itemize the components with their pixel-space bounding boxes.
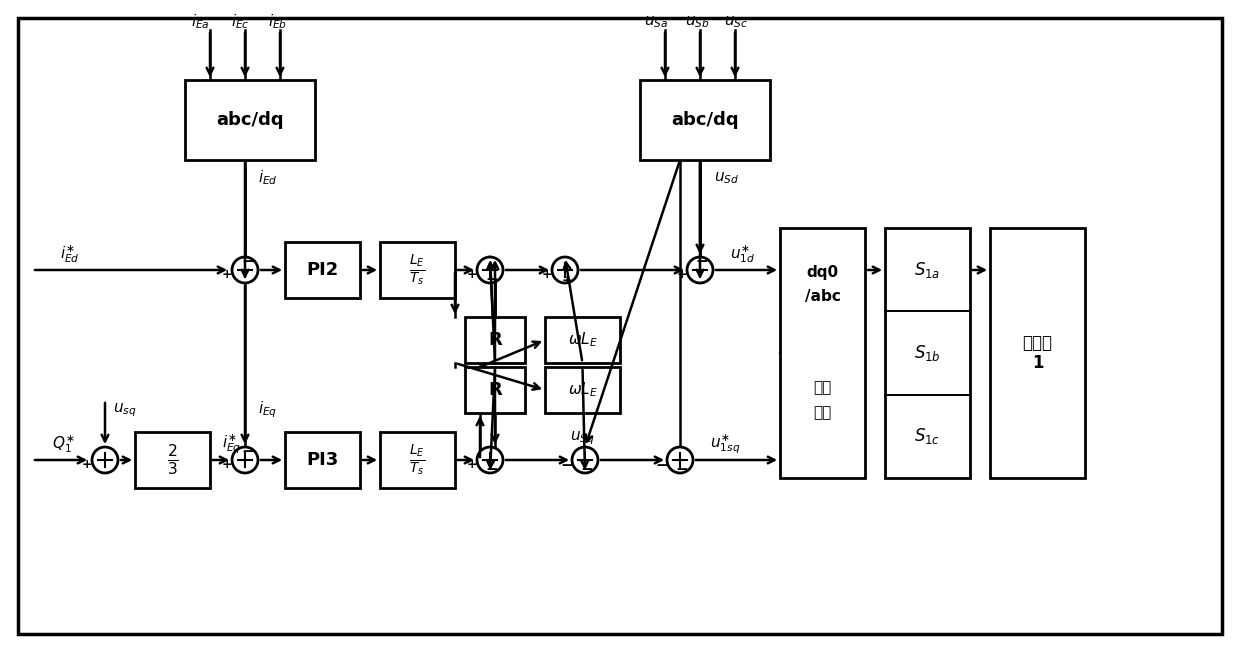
- Text: +: +: [222, 458, 232, 471]
- Text: +: +: [562, 273, 573, 286]
- Circle shape: [477, 257, 503, 283]
- Text: $\omega L_E$: $\omega L_E$: [568, 381, 598, 399]
- Text: $u_{Sq}$: $u_{Sq}$: [570, 429, 595, 447]
- Text: −: −: [696, 254, 708, 269]
- Text: +: +: [466, 269, 477, 282]
- Text: $\frac{2}{3}$: $\frac{2}{3}$: [166, 443, 179, 477]
- Text: PI2: PI2: [306, 261, 339, 279]
- Text: −: −: [486, 273, 498, 288]
- Bar: [379, 432, 455, 488]
- Text: $u_{Sa}$: $u_{Sa}$: [644, 14, 668, 30]
- Text: $\frac{L_E}{T_s}$: $\frac{L_E}{T_s}$: [409, 443, 425, 477]
- Bar: [990, 228, 1085, 478]
- Text: $S_{1a}$: $S_{1a}$: [914, 259, 941, 280]
- Bar: [285, 242, 360, 298]
- Bar: [135, 432, 210, 488]
- Bar: [465, 317, 525, 363]
- Text: /abc: /abc: [805, 288, 841, 303]
- Text: −: −: [486, 462, 498, 477]
- Text: $i_{Ec}$: $i_{Ec}$: [231, 12, 249, 31]
- Circle shape: [667, 447, 693, 473]
- Text: −: −: [656, 458, 668, 473]
- Text: −: −: [560, 458, 573, 473]
- Text: $S_{1c}$: $S_{1c}$: [914, 426, 941, 447]
- Circle shape: [92, 447, 118, 473]
- Circle shape: [232, 257, 258, 283]
- Circle shape: [572, 447, 598, 473]
- Text: $i_{Eq}$: $i_{Eq}$: [258, 400, 278, 421]
- Bar: [546, 367, 620, 413]
- Text: $i_{Ed}^{\ast}$: $i_{Ed}^{\ast}$: [60, 243, 79, 265]
- Bar: [465, 367, 525, 413]
- Bar: [285, 432, 360, 488]
- Bar: [379, 242, 455, 298]
- Text: +: +: [542, 269, 552, 282]
- Bar: [640, 80, 770, 160]
- Text: +: +: [82, 458, 92, 471]
- Text: $\frac{L_E}{T_s}$: $\frac{L_E}{T_s}$: [409, 253, 425, 288]
- Circle shape: [232, 447, 258, 473]
- Text: R: R: [489, 331, 502, 349]
- Text: +: +: [677, 269, 687, 282]
- Text: 脉宽: 脉宽: [813, 381, 832, 396]
- Text: $u_{Sb}$: $u_{Sb}$: [684, 14, 709, 30]
- Text: $u_{Sc}$: $u_{Sc}$: [724, 14, 748, 30]
- Text: $u_{Sd}$: $u_{Sd}$: [714, 170, 739, 186]
- Text: −: −: [242, 254, 254, 269]
- Bar: [185, 80, 315, 160]
- Text: −: −: [580, 462, 594, 477]
- Text: +: +: [466, 458, 477, 471]
- Text: dq0: dq0: [806, 265, 838, 280]
- Circle shape: [552, 257, 578, 283]
- Text: abc/dq: abc/dq: [671, 111, 739, 129]
- Bar: [885, 228, 970, 478]
- Text: R: R: [489, 381, 502, 399]
- Text: 变流器
1: 变流器 1: [1023, 334, 1053, 372]
- Text: −: −: [242, 443, 254, 458]
- Text: PI3: PI3: [306, 451, 339, 469]
- Text: −: −: [676, 462, 688, 477]
- Bar: [780, 228, 866, 478]
- Text: +: +: [222, 269, 232, 282]
- Circle shape: [687, 257, 713, 283]
- Text: $i_{Ed}$: $i_{Ed}$: [258, 169, 278, 187]
- Text: 调制: 调制: [813, 406, 832, 421]
- Text: $u_{1d}^{\ast}$: $u_{1d}^{\ast}$: [730, 243, 755, 265]
- Text: $S_{1b}$: $S_{1b}$: [914, 343, 941, 363]
- Circle shape: [477, 447, 503, 473]
- Text: $i_{Eb}$: $i_{Eb}$: [268, 12, 288, 31]
- Text: $Q_1^{\ast}$: $Q_1^{\ast}$: [52, 433, 74, 455]
- Bar: [546, 317, 620, 363]
- Text: $i_{Ea}$: $i_{Ea}$: [191, 12, 210, 31]
- Text: abc/dq: abc/dq: [216, 111, 284, 129]
- Text: $i_{Eq}^{\ast}$: $i_{Eq}^{\ast}$: [222, 432, 242, 456]
- Text: $\omega L_E$: $\omega L_E$: [568, 331, 598, 349]
- Text: $u_{1sq}^{\ast}$: $u_{1sq}^{\ast}$: [711, 432, 740, 456]
- Text: $u_{sq}$: $u_{sq}$: [113, 401, 136, 419]
